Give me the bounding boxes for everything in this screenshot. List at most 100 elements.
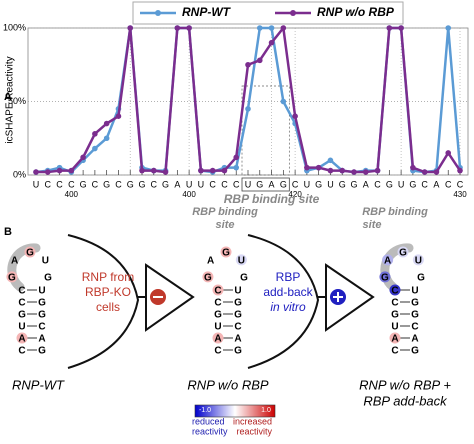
- step-label: in vitro: [270, 300, 306, 314]
- data-point: [103, 135, 110, 142]
- data-point: [127, 25, 134, 31]
- reactivity-dot: [16, 332, 28, 344]
- nucleotide: G: [234, 298, 242, 309]
- position-label: 420: [288, 190, 302, 199]
- data-point: [92, 131, 98, 137]
- legend-label: RNP-WT: [182, 5, 232, 19]
- reactivity-dot: [389, 284, 401, 296]
- binding-box: [241, 85, 290, 176]
- step-label: RBP-KO: [85, 285, 131, 299]
- nucleotide: G: [44, 273, 52, 284]
- data-point: [150, 167, 157, 174]
- x-tick-label: C: [151, 179, 158, 189]
- data-point: [221, 167, 228, 174]
- data-point: [245, 106, 251, 112]
- data-point: [268, 39, 275, 46]
- reactivity-dot: [397, 246, 409, 258]
- nucleotide: U: [42, 255, 49, 266]
- nucleotide: U: [391, 322, 398, 333]
- x-tick-label: U: [304, 179, 311, 189]
- nucleotide: C: [18, 286, 25, 297]
- data-point: [362, 169, 369, 175]
- nucleotide: G: [399, 248, 407, 259]
- structure-name: RNP w/o RBP: [187, 377, 268, 392]
- x-tick-label: U: [186, 179, 193, 189]
- x-tick-label: C: [209, 179, 216, 189]
- data-point: [139, 167, 145, 174]
- x-tick-label: C: [56, 179, 63, 189]
- data-point: [256, 57, 263, 64]
- x-tick-label: A: [363, 179, 369, 189]
- x-tick-label: G: [103, 179, 110, 189]
- nucleotide: A: [234, 334, 241, 345]
- data-point: [304, 164, 310, 171]
- panel-label: A: [4, 91, 12, 103]
- y-axis-label: icSHAPE Reactivity: [5, 56, 16, 143]
- site-label: RBP binding: [362, 206, 428, 218]
- nucleotide: U: [415, 255, 422, 266]
- data-point: [68, 167, 75, 174]
- nucleotide: C: [38, 322, 45, 333]
- data-point: [457, 167, 463, 174]
- data-point: [186, 25, 192, 31]
- x-tick-label: G: [80, 179, 87, 189]
- data-point: [198, 167, 204, 174]
- data-point: [374, 167, 381, 174]
- nucleotide: U: [18, 322, 25, 333]
- data-point: [327, 157, 334, 164]
- nucleotide: G: [38, 298, 46, 309]
- colorbar-label: increased: [233, 416, 272, 426]
- nucleotide: C: [391, 298, 398, 309]
- reactivity-dot: [6, 271, 18, 283]
- x-tick-label: C: [233, 179, 240, 189]
- legend-marker: [290, 10, 296, 16]
- nucleotide: C: [391, 346, 398, 357]
- nucleotide: C: [214, 298, 221, 309]
- step-label: RBP: [276, 270, 301, 284]
- reactivity-dot: [389, 332, 401, 344]
- x-tick-label: G: [162, 179, 169, 189]
- x-tick-label: U: [198, 179, 205, 189]
- x-tick-label: A: [269, 179, 275, 189]
- step-label: cells: [96, 300, 120, 314]
- data-point: [80, 154, 86, 161]
- binding-box: [241, 177, 290, 192]
- x-tick-label: C: [421, 179, 428, 189]
- x-tick-label: U: [327, 179, 334, 189]
- nucleotide: A: [11, 255, 18, 266]
- x-tick-label: G: [350, 179, 357, 189]
- x-tick-label: C: [115, 179, 122, 189]
- x-tick-label: G: [138, 179, 145, 189]
- nucleotide: C: [234, 322, 241, 333]
- data-point: [410, 164, 416, 171]
- x-tick-label: C: [68, 179, 75, 189]
- nucleotide: U: [411, 286, 418, 297]
- site-label: RBP binding: [192, 206, 258, 218]
- nucleotide: G: [417, 273, 425, 284]
- nucleotide: G: [38, 346, 46, 357]
- nucleotide: C: [18, 346, 25, 357]
- x-tick-label: G: [315, 179, 322, 189]
- nucleotide: A: [391, 334, 398, 345]
- nucleotide: G: [234, 310, 242, 321]
- x-tick-label: C: [445, 179, 452, 189]
- nucleotide: G: [38, 310, 46, 321]
- reactivity-dot: [24, 246, 36, 258]
- x-tick-label: G: [409, 179, 416, 189]
- data-point: [92, 145, 98, 152]
- colorbar-max: 1.0: [261, 407, 271, 414]
- colorbar: [194, 404, 276, 418]
- site-label: site: [216, 219, 235, 231]
- data-point: [209, 167, 216, 174]
- data-point: [315, 164, 322, 171]
- nucleotide: C: [18, 298, 25, 309]
- data-point: [268, 25, 275, 31]
- data-point: [44, 169, 51, 175]
- nucleotide: G: [18, 310, 26, 321]
- legend-marker: [155, 10, 161, 16]
- position-label: 430: [453, 190, 467, 199]
- x-tick-label: C: [457, 179, 464, 189]
- nucleotide: C: [214, 346, 221, 357]
- data-point: [386, 25, 393, 31]
